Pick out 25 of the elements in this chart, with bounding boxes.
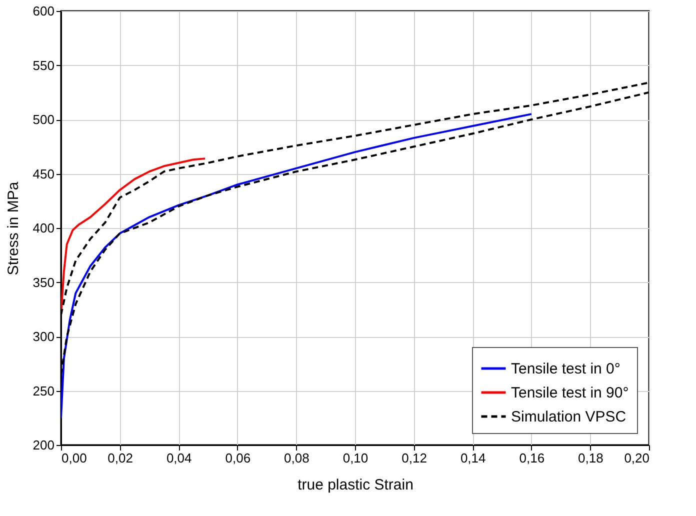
legend-label: Simulation VPSC bbox=[511, 408, 626, 426]
y-tick-label: 200 bbox=[32, 438, 54, 452]
y-axis-title: Stress in MPa bbox=[4, 181, 22, 276]
x-tick-label: 0,16 bbox=[519, 450, 545, 466]
x-tick-label: 0,18 bbox=[578, 450, 604, 466]
legend-label: Tensile test in 90° bbox=[511, 384, 629, 402]
x-tick-label: 0,14 bbox=[460, 450, 486, 466]
x-tick-label: 0,12 bbox=[402, 450, 427, 466]
x-tick-label: 0,04 bbox=[166, 450, 192, 466]
y-tick-label: 450 bbox=[32, 166, 54, 182]
x-tick-label: 0,10 bbox=[342, 450, 368, 466]
y-tick-label: 300 bbox=[32, 329, 54, 344]
y-tick-label: 400 bbox=[32, 220, 54, 236]
x-tick-label: 0,08 bbox=[284, 450, 310, 466]
y-tick-label: 500 bbox=[32, 112, 54, 127]
y-tick-label: 350 bbox=[32, 274, 54, 290]
x-tick-label: 0,06 bbox=[225, 450, 251, 466]
x-tick-label: 0,02 bbox=[108, 450, 133, 466]
legend-label: Tensile test in 0° bbox=[511, 360, 620, 378]
y-tick-label: 550 bbox=[32, 58, 54, 73]
y-tick-label: 250 bbox=[32, 383, 54, 398]
x-axis-title: true plastic Strain bbox=[298, 476, 414, 494]
x-tick-label: 0,20 bbox=[624, 450, 650, 466]
y-tick-label: 600 bbox=[32, 4, 54, 18]
x-tick-label: 0,00 bbox=[62, 450, 87, 466]
